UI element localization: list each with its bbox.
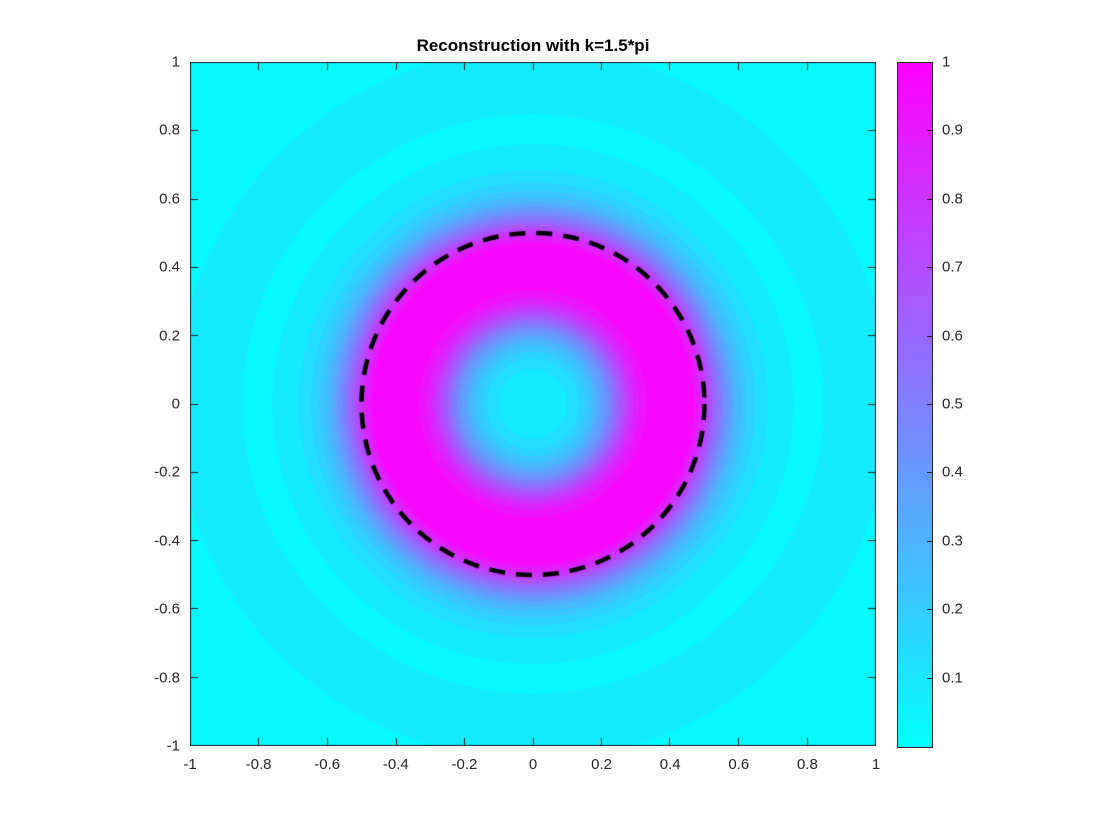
x-tick-label: -0.4 [382,756,409,773]
colorbar-tick-label: 1 [942,53,951,71]
colorbar-tick-label: 0.3 [942,532,963,550]
colorbar [897,62,933,748]
y-tick-label: -0.4 [154,532,180,550]
colorbar-tick-label: 0.5 [942,395,963,413]
y-tick-label: -0.8 [154,669,180,687]
x-tick-label: 1 [871,756,881,773]
x-tick-label: 0 [528,756,538,773]
colorbar-tick-label: 0.4 [942,463,963,481]
colorbar-tick-label: 0.2 [942,600,963,618]
colorbar-tick-mark [927,678,933,679]
y-tick-label: 0.2 [159,327,180,345]
x-tick-label: 0.6 [728,756,750,773]
colorbar-tick-label: 0.7 [942,258,963,276]
x-tick-label: 0.8 [796,756,818,773]
y-tick-label: -1 [166,737,180,755]
colorbar-tick-label: 0.6 [942,327,963,345]
y-tick-label: -0.2 [154,463,180,481]
colorbar-tick-mark [927,472,933,473]
x-tick-label: 0.4 [659,756,681,773]
colorbar-tick-mark [927,609,933,610]
x-tick-label: -0.2 [451,756,478,773]
y-tick-label: 0.6 [159,190,180,208]
colorbar-tick-mark [927,404,933,405]
colorbar-tick-label: 0.8 [942,190,963,208]
plot-area [190,62,876,746]
colorbar-tick-mark [927,199,933,200]
heatmap-canvas [190,62,876,746]
colorbar-tick-label: 0.1 [942,669,963,687]
colorbar-tick-mark [927,336,933,337]
colorbar-tick-mark [927,62,933,63]
colorbar-tick-mark [927,267,933,268]
y-tick-label: 1 [171,53,180,71]
y-tick-label: 0 [171,395,180,413]
colorbar-tick-mark [927,541,933,542]
plot-title: Reconstruction with k=1.5*pi [416,36,650,55]
y-tick-label: -0.6 [154,600,180,618]
x-tick-label: -0.6 [314,756,341,773]
colorbar-tick-mark [927,130,933,131]
y-tick-label: 0.4 [159,258,180,276]
x-tick-label: -0.8 [245,756,272,773]
y-tick-label: 0.8 [159,121,180,139]
colorbar-gradient [898,63,932,747]
x-tick-label: 0.2 [591,756,613,773]
colorbar-tick-label: 0.9 [942,121,963,139]
x-tick-label: -1 [183,756,197,773]
